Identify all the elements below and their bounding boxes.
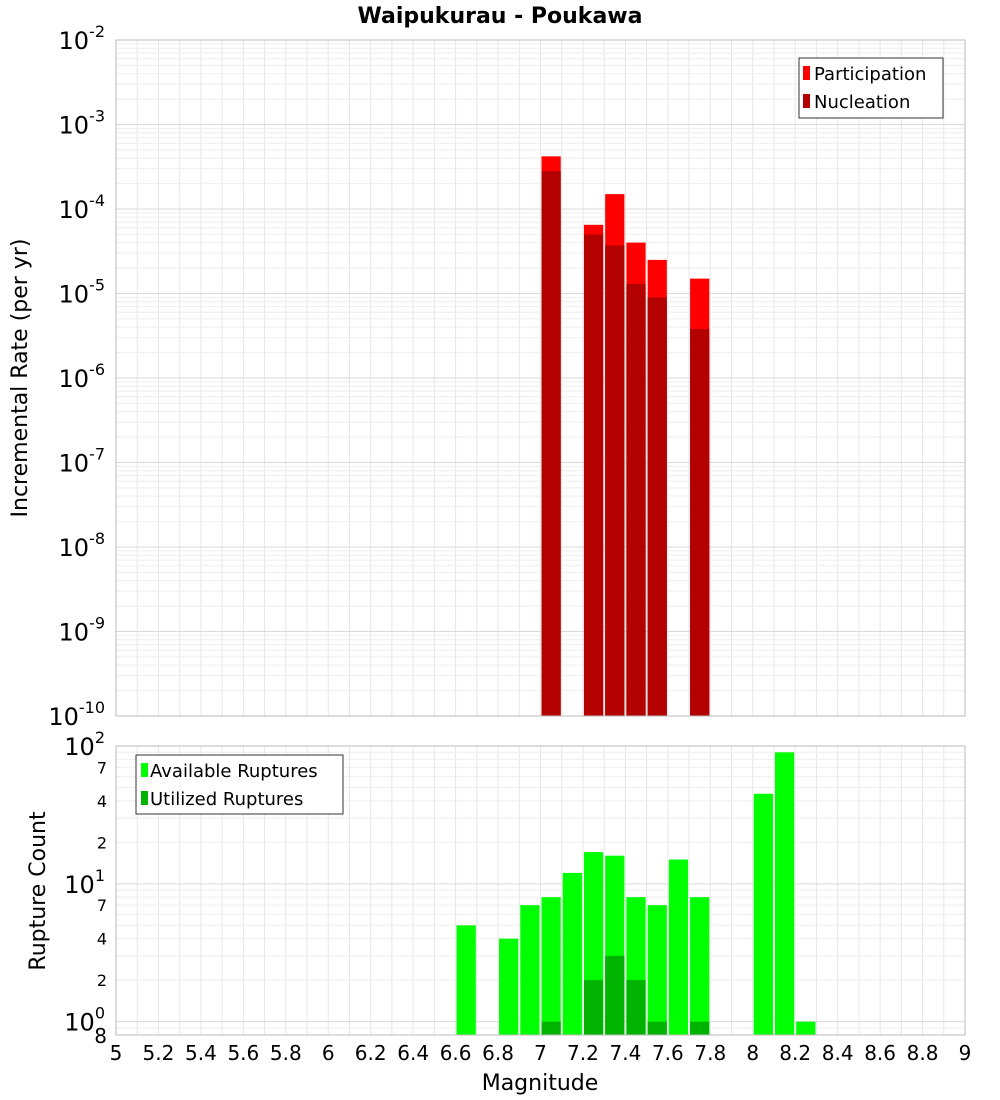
count-x-tick-labels: 5 5.2 5.4 5.6 5.8 6 6.2 6.4 6.6 6.8 7 7.2 7.4 7.6 7.8 8… — [110, 1041, 972, 1065]
rate-gridlines — [115, 40, 966, 717]
count-bar-available-ruptures — [456, 925, 476, 1035]
count-y-tick-label: 101 — [64, 866, 105, 899]
chart-title: Waipukurau - Poukawa — [358, 4, 643, 29]
x-tick-label: 6 — [322, 1041, 335, 1065]
rate-legend-box — [798, 57, 944, 119]
rate-y-tick-label: 10-3 — [59, 107, 106, 140]
x-tick-label: 5.4 — [185, 1041, 217, 1065]
count-bar-utilized-ruptures — [541, 1021, 561, 1035]
rate-panel: 10-10 10-9 10-8 10-7 10-6 10-5 10-4 10-3 10-2 In… — [8, 22, 966, 731]
x-tick-label: 8.8 — [907, 1041, 939, 1065]
rate-bar-nucleation — [647, 297, 667, 716]
participation-legend-label: Participation — [814, 64, 926, 85]
rate-y-axis-label: Incremental Rate (per yr) — [8, 239, 33, 518]
rate-y-tick-label: 10-7 — [59, 445, 106, 478]
rate-bar-nucleation — [605, 245, 625, 717]
x-tick-label: 6.6 — [440, 1041, 472, 1065]
count-y-tick-label: 100 — [64, 1004, 105, 1037]
count-bar-available-ruptures — [774, 752, 795, 1035]
x-tick-label: 7.2 — [567, 1041, 599, 1065]
count-bar-utilized-ruptures — [583, 980, 604, 1035]
x-tick-label: 8.2 — [779, 1041, 811, 1065]
rate-bars — [541, 156, 710, 717]
count-legend-box — [135, 754, 344, 815]
nucleation-legend-label: Nucleation — [814, 92, 910, 113]
available-legend-label: Available Ruptures — [150, 761, 318, 782]
count-bar-available-ruptures — [690, 897, 710, 1035]
x-tick-label: 5.8 — [270, 1041, 302, 1065]
count-bar-available-ruptures — [541, 897, 561, 1035]
x-axis-label: Magnitude — [482, 1071, 599, 1096]
count-legend: Available Ruptures Utilized Ruptures — [135, 754, 344, 815]
rate-bar-nucleation — [690, 329, 710, 716]
participation-legend-swatch — [803, 66, 810, 80]
x-tick-label: 5.6 — [227, 1041, 259, 1065]
x-tick-label: 6.4 — [397, 1041, 429, 1065]
x-tick-label: 5.2 — [143, 1041, 175, 1065]
x-tick-label: 7.8 — [694, 1041, 726, 1065]
count-y-tick-label: 2 — [97, 833, 107, 852]
count-bar-available-ruptures — [562, 872, 582, 1035]
count-y-tick-label: 2 — [97, 971, 107, 990]
count-y-axis-label: Rupture Count — [26, 811, 51, 971]
x-tick-label: 6.8 — [482, 1041, 514, 1065]
rate-y-tick-label: 10-10 — [48, 698, 105, 731]
count-y-tick-label: 7 — [97, 758, 107, 777]
count-bar-available-ruptures — [753, 793, 773, 1035]
count-bar-available-ruptures — [796, 1021, 816, 1035]
count-y-tick-label: 4 — [97, 930, 107, 949]
count-y-bottom-label: 8 — [94, 1024, 107, 1048]
count-y-tick-label: 7 — [97, 896, 107, 915]
count-bar-utilized-ruptures — [605, 955, 625, 1035]
rate-y-tick-labels: 10-10 10-9 10-8 10-7 10-6 10-5 10-4 10-3 10-2 — [48, 22, 105, 731]
rate-bar-nucleation — [541, 171, 561, 716]
rate-bar-nucleation — [626, 283, 646, 716]
count-bars — [456, 752, 816, 1035]
x-tick-label: 7.6 — [652, 1041, 684, 1065]
count-bar-utilized-ruptures — [647, 1021, 667, 1035]
rate-y-tick-label: 10-4 — [59, 191, 106, 224]
count-bar-available-ruptures — [520, 905, 540, 1035]
utilized-legend-swatch — [141, 791, 148, 805]
utilized-legend-label: Utilized Ruptures — [150, 789, 303, 810]
x-tick-label: 8.4 — [822, 1041, 854, 1065]
count-y-tick-label: 102 — [64, 728, 105, 761]
rate-y-tick-label: 10-9 — [59, 614, 106, 647]
rate-y-tick-label: 10-5 — [59, 276, 106, 309]
rate-y-tick-label: 10-6 — [59, 360, 106, 393]
count-plot-border — [115, 745, 966, 1036]
x-tick-label: 7 — [534, 1041, 547, 1065]
x-tick-label: 6.2 — [355, 1041, 387, 1065]
count-y-tick-label: 4 — [97, 792, 107, 811]
count-bar-available-ruptures — [499, 938, 519, 1035]
x-tick-label: 8.6 — [864, 1041, 896, 1065]
x-tick-label: 9 — [959, 1041, 972, 1065]
rate-y-tick-label: 10-8 — [59, 529, 106, 562]
rate-y-tick-label: 10-2 — [59, 22, 106, 55]
x-tick-label: 8 — [746, 1041, 759, 1065]
count-bar-available-ruptures — [647, 905, 667, 1035]
rate-bar-nucleation — [583, 234, 604, 717]
x-tick-label: 7.4 — [609, 1041, 641, 1065]
count-bar-available-ruptures — [668, 859, 689, 1035]
rate-legend: Participation Nucleation — [798, 57, 944, 119]
rate-plot-border — [115, 39, 966, 717]
count-bar-utilized-ruptures — [626, 980, 646, 1035]
nucleation-legend-swatch — [803, 94, 810, 108]
available-legend-swatch — [141, 763, 148, 777]
count-bar-utilized-ruptures — [690, 1021, 710, 1035]
x-tick-label: 5 — [110, 1041, 123, 1065]
